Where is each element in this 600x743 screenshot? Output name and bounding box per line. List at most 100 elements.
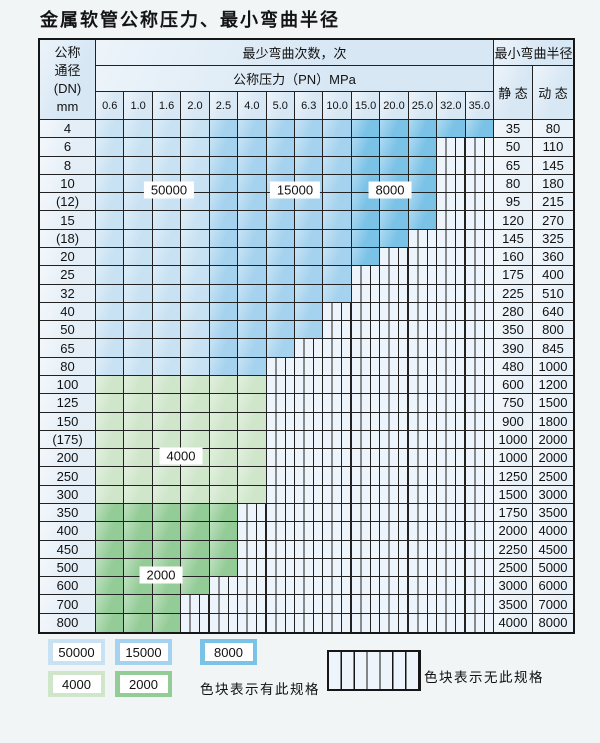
spec-cell [209, 211, 239, 230]
spec-cell [295, 321, 324, 340]
spec-cell [96, 449, 125, 468]
spec-cell [238, 595, 267, 614]
spec-cell [408, 229, 438, 248]
spec-cell [266, 412, 295, 431]
dynamic-value-cell: 1500 [533, 394, 573, 413]
dn-cell: 10 [40, 174, 96, 194]
spec-cell [465, 558, 494, 578]
spec-cell [266, 577, 295, 596]
dn-cell: 450 [40, 540, 96, 559]
spec-cell [465, 522, 494, 541]
spec-cell [295, 522, 324, 541]
spec-cell [181, 430, 210, 450]
spec-cell [323, 174, 352, 194]
spec-cell [266, 156, 295, 175]
dn-cell: 400 [40, 522, 96, 541]
spec-cell [465, 467, 494, 486]
dynamic-value-cell: 4500 [533, 540, 573, 559]
spec-cell [437, 558, 466, 578]
dn-header-line: 通径 [54, 62, 81, 78]
dn-cell: 50 [40, 321, 96, 340]
spec-cell [209, 229, 239, 248]
spec-cell [238, 120, 267, 139]
spec-cell [238, 485, 267, 504]
spec-cell [437, 504, 466, 523]
spec-cell [465, 302, 494, 322]
spec-cell [437, 595, 466, 614]
spec-cell [408, 376, 438, 395]
spec-cell [181, 558, 210, 578]
spec-cell [295, 613, 324, 632]
spec-cell [465, 540, 494, 559]
spec-cell [380, 302, 409, 322]
spec-cell [181, 613, 210, 632]
spec-cell [408, 211, 438, 230]
legend-swatch-4000: 4000 [48, 671, 105, 697]
spec-cell [124, 394, 153, 413]
spec-cell [96, 266, 125, 285]
spec-cell [323, 211, 352, 230]
spec-cell [181, 321, 210, 340]
spec-cell [323, 485, 352, 504]
spec-cell [124, 266, 153, 285]
spec-cell [96, 302, 125, 322]
spec-cell [96, 394, 125, 413]
min-bend-cycles-header: 最少弯曲次数，次 [96, 40, 494, 66]
spec-cell [152, 120, 182, 139]
spec-cell [181, 156, 210, 175]
spec-cell [266, 357, 295, 376]
spec-cell [437, 357, 466, 376]
legend-swatch-label: 2000 [119, 675, 168, 693]
spec-cell [209, 613, 239, 632]
dynamic-value-cell: 8000 [533, 613, 573, 632]
spec-cell [351, 613, 381, 632]
static-value-cell: 3000 [494, 577, 533, 596]
static-value-cell: 65 [494, 156, 533, 175]
spec-cell [209, 266, 239, 285]
dynamic-value-cell: 3000 [533, 485, 573, 504]
spec-cell [238, 522, 267, 541]
spec-cell [437, 522, 466, 541]
spec-cell [408, 339, 438, 358]
spec-cell [238, 540, 267, 559]
spec-cell [351, 558, 381, 578]
spec-cell [238, 394, 267, 413]
spec-cell [209, 449, 239, 468]
spec-cell [209, 193, 239, 212]
spec-cell [152, 266, 182, 285]
spec-cell [380, 394, 409, 413]
spec-cell [437, 138, 466, 157]
spec-cell [181, 577, 210, 596]
spec-cell [351, 120, 381, 139]
dn-cell: 125 [40, 394, 96, 413]
spec-cell [465, 174, 494, 194]
spec-cell [437, 174, 466, 194]
spec-cell [209, 174, 239, 194]
static-value-cell: 225 [494, 284, 533, 303]
spec-cell [181, 412, 210, 431]
spec-cell [465, 394, 494, 413]
spec-cell [96, 430, 125, 450]
dn-cell: 150 [40, 412, 96, 431]
spec-cell [266, 394, 295, 413]
spec-cell [295, 540, 324, 559]
spec-cell [380, 558, 409, 578]
spec-cell [351, 284, 381, 303]
spec-cell [209, 485, 239, 504]
static-value-cell: 50 [494, 138, 533, 157]
spec-cell [124, 449, 153, 468]
spec-cell [209, 540, 239, 559]
spec-cell [408, 266, 438, 285]
spec-cell [181, 248, 210, 267]
spec-cell [323, 504, 352, 523]
spec-cell [96, 211, 125, 230]
dn-cell: 100 [40, 376, 96, 395]
dynamic-value-cell: 400 [533, 266, 573, 285]
spec-cell [323, 193, 352, 212]
spec-cell [380, 357, 409, 376]
spec-cell [152, 284, 182, 303]
spec-cell [96, 595, 125, 614]
static-value-cell: 2250 [494, 540, 533, 559]
spec-cell [209, 302, 239, 322]
pressure-tick: 15.0 [351, 92, 381, 120]
